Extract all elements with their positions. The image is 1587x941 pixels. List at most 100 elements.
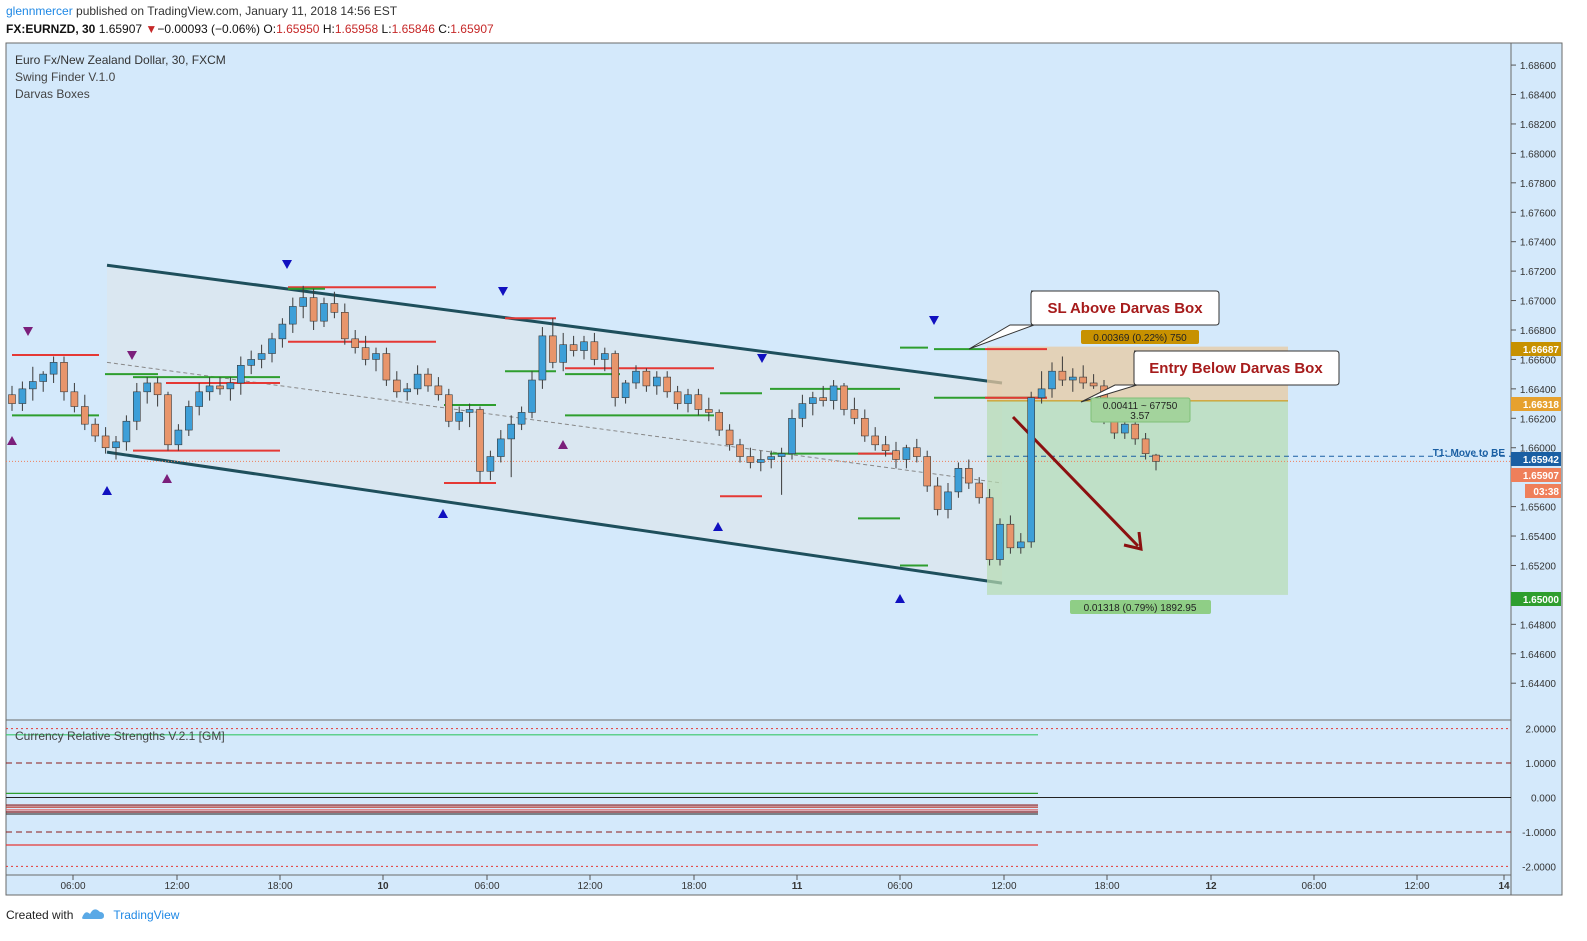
time-tick-label: 06:00 [1301, 881, 1326, 892]
price-tags: 1.66687 1.66318 1.65942 1.65907 03:38 1.… [1511, 342, 1561, 606]
price-tick-label: 1.67200 [1520, 267, 1557, 278]
candle-bear [340, 312, 349, 340]
candle-bear [663, 376, 672, 393]
candle-bull [205, 385, 214, 393]
callout-entry: Entry Below Darvas Box [1080, 350, 1340, 403]
candle-bull [455, 412, 464, 422]
candle-bull [600, 353, 609, 360]
price-tick-label: 1.66400 [1520, 385, 1557, 396]
last-price-tag: 1.65907 [1523, 471, 1560, 482]
candle-bull [133, 391, 141, 422]
time-axis[interactable] [5, 874, 1512, 896]
candle-bull [486, 456, 495, 472]
candle-bear [611, 353, 620, 398]
publish-text: published on TradingView.com, January 11… [72, 4, 398, 18]
price-tick-label: 1.66000 [1520, 444, 1557, 455]
candle-bear [548, 335, 557, 363]
time-tick-label: 12:00 [577, 881, 602, 892]
footer: Created with TradingView [6, 906, 179, 923]
candle-bull [767, 456, 776, 460]
candles-layer [8, 285, 1160, 566]
candle-bear [434, 385, 443, 396]
high-value: 1.65958 [334, 22, 379, 36]
time-tick-label: 06:00 [887, 881, 912, 892]
time-tick-label: 18:00 [1094, 881, 1119, 892]
swing-low-marker [895, 594, 905, 603]
candle-bear [476, 409, 484, 472]
chart-title: Euro Fx/New Zealand Dollar, 30, FXCM [15, 53, 226, 67]
stop-price-tag: 1.66687 [1523, 345, 1560, 356]
candle-bear [91, 423, 99, 437]
time-tick-label: 06:00 [60, 881, 85, 892]
time-tick-label: 11 [792, 881, 803, 892]
candle-bull [798, 403, 807, 419]
candle-bear [1152, 454, 1160, 462]
sub-tick-label: 0.000 [1531, 794, 1556, 805]
candle-bear [840, 385, 848, 410]
candle-bear [912, 447, 921, 457]
candle-bull [538, 335, 547, 381]
candle-bear [642, 370, 651, 387]
target-label-box [1070, 600, 1211, 614]
candle-bear [850, 409, 859, 419]
price-tick-label: 1.64400 [1520, 679, 1557, 690]
publish-info: glennmercer published on TradingView.com… [6, 4, 397, 18]
candle-bear [60, 362, 68, 393]
candle-bull [185, 406, 193, 431]
open-value: 1.65950 [276, 22, 320, 36]
candle-bear [725, 429, 734, 446]
candle-bear [590, 341, 599, 360]
candle-bull [621, 382, 630, 398]
candle-bull [372, 353, 380, 360]
candle-bull [507, 423, 516, 440]
candle-bull [465, 409, 474, 413]
high-label: H: [322, 22, 335, 36]
swing-high-marker [929, 316, 939, 325]
candle-bull [1121, 423, 1129, 434]
candle-bull [1069, 376, 1077, 381]
risk-label-box [1081, 330, 1199, 344]
candle-bull [528, 379, 536, 413]
candle-bear [309, 297, 318, 322]
candle-bull [403, 388, 412, 393]
candle-bear [819, 397, 828, 401]
candle-bull [143, 382, 151, 393]
tradingview-logo-icon[interactable] [81, 906, 105, 923]
swing-low-marker [438, 509, 448, 518]
candle-bear [216, 385, 224, 390]
candle-bull [122, 420, 131, 443]
channel-fill [107, 265, 1002, 584]
candle-bear [1141, 438, 1150, 454]
candle-bear [871, 435, 880, 446]
indicator-swing-finder: Swing Finder V.1.0 [15, 70, 116, 84]
target-label: 0.01318 (0.79%) 1892.95 [1084, 603, 1197, 614]
candle-bull [237, 365, 245, 384]
swing-high-marker [282, 260, 292, 269]
candle-bull [39, 373, 48, 382]
author-link[interactable]: glennmercer [6, 4, 73, 18]
candle-bear [1131, 423, 1139, 440]
time-axis-labels: 06:00 12:00 18:00 10 06:00 12:00 18:00 11 06:00 1… [60, 875, 1510, 892]
sub-tick-label: 1.0000 [1525, 759, 1556, 770]
candle-bull [1016, 541, 1025, 549]
candle-bear [694, 394, 703, 410]
time-tick-label: 06:00 [474, 881, 499, 892]
candle-bull [517, 412, 526, 425]
candle-bull [632, 370, 640, 384]
symbol-label[interactable]: FX:EURNZD, 30 [6, 22, 96, 36]
candle-bull [174, 429, 183, 446]
indicator-darvas-boxes: Darvas Boxes [15, 87, 90, 101]
candle-bear [569, 344, 578, 351]
tradingview-link[interactable]: TradingView [113, 907, 180, 922]
candle-bear [330, 303, 339, 313]
swing-high-marker [757, 354, 767, 363]
candle-bull [684, 394, 692, 404]
swing-high-marker [23, 327, 33, 336]
candle-bull [18, 388, 27, 404]
candle-bull [1037, 388, 1046, 398]
candle-bull [756, 459, 765, 463]
price-tick-label: 1.68400 [1520, 91, 1557, 102]
sub-indicator-layer: 2.0000 1.0000 0.000 -1.0000 -2.0000 [6, 725, 1556, 873]
candle-bear [424, 373, 432, 387]
